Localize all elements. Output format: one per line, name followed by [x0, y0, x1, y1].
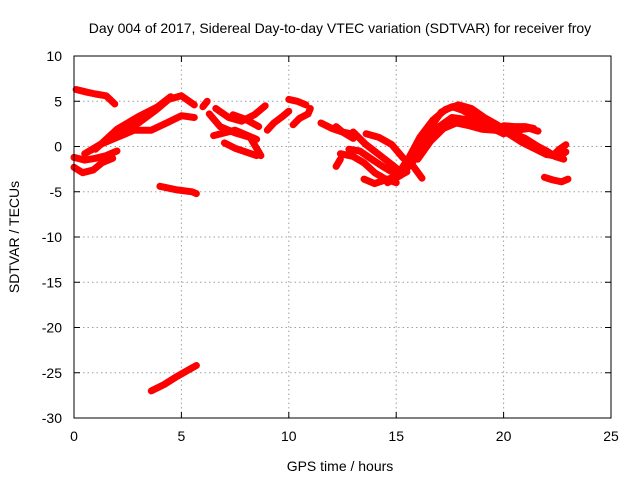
y-tick-label: -5: [50, 184, 63, 200]
data-series-s24: [362, 130, 426, 182]
data-series-s2: [70, 147, 121, 164]
tick-layer: 0 5 10 15 20 25 -30 -25 -20 -15 -10 -5 0 5 10: [42, 48, 619, 444]
data-series-s31: [540, 173, 572, 186]
data-series-s28: [394, 101, 570, 178]
y-tick-label: 0: [54, 139, 62, 155]
x-tick-label: 5: [178, 428, 186, 444]
y-tick-label: -10: [42, 229, 62, 245]
chart-title: Day 004 of 2017, Sidereal Day-to-day VTE…: [89, 20, 591, 36]
y-tick-label: -30: [42, 410, 62, 426]
data-series-s11: [210, 126, 261, 143]
data-series-s17: [289, 105, 314, 129]
y-tick-label: 5: [54, 93, 62, 109]
data-series-s3: [70, 154, 117, 177]
y-tick-label: -15: [42, 274, 62, 290]
data-series-s1: [72, 86, 119, 108]
data-series-s19: [332, 123, 355, 138]
x-tick-label: 25: [603, 428, 619, 444]
data-series-s14: [199, 97, 211, 111]
y-tick-label: -20: [42, 320, 62, 336]
data-series-s6: [92, 93, 175, 153]
y-tick-label: 10: [46, 48, 62, 64]
data-series-s13: [229, 111, 263, 131]
data-series-s26: [384, 114, 542, 187]
data-series-s15: [263, 107, 293, 134]
data-series-s23: [332, 155, 344, 170]
grid-layer: [74, 56, 611, 418]
data-series-s7: [156, 182, 200, 198]
x-axis-label: GPS time / hours: [287, 458, 394, 474]
data-series-s8: [147, 362, 200, 395]
x-tick-label: 15: [388, 428, 404, 444]
y-axis-label: SDTVAR / TECUs: [6, 181, 22, 293]
data-series-s32: [500, 122, 538, 132]
data-series-s29: [414, 119, 512, 163]
y-tick-label: -25: [42, 365, 62, 381]
x-tick-label: 0: [70, 428, 78, 444]
series-layer: [70, 86, 572, 395]
data-series-s16: [285, 95, 310, 109]
data-series-s12: [220, 139, 261, 160]
data-series-s21: [349, 128, 407, 178]
x-tick-label: 10: [281, 428, 297, 444]
x-tick-label: 20: [496, 428, 512, 444]
data-series-s30: [549, 141, 570, 160]
data-series-s22: [345, 145, 396, 176]
